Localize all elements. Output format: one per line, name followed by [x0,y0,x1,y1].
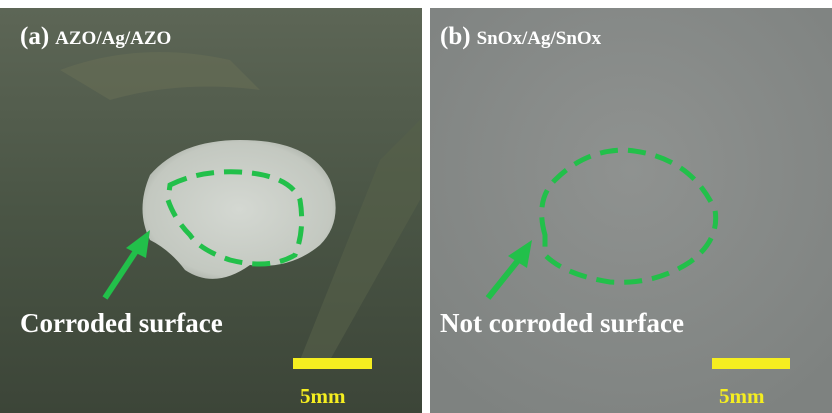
panel-title: SnOx/Ag/SnOx [477,28,602,49]
panel-label: (b) [440,23,471,50]
scale-label: 5mm [300,384,346,408]
annotation: Not corroded surface [440,308,684,338]
panel-b: (b) SnOx/Ag/SnOx Not corroded surface 5mm [430,8,832,413]
scale-bar [293,358,372,369]
photo-background [430,8,832,413]
panel-title: AZO/Ag/AZO [55,28,171,49]
panel-heading: (a) AZO/Ag/AZO [20,23,171,50]
panel-heading: (b) SnOx/Ag/SnOx [440,23,602,50]
scale-bar [712,358,790,369]
annotation: Corroded surface [20,308,223,338]
panel-label: (a) [20,23,49,50]
figure: (a) AZO/Ag/AZO Corroded surface 5mm (b) Sn… [0,0,832,413]
panel-a: (a) AZO/Ag/AZO Corroded surface 5mm [0,8,422,413]
scale-label: 5mm [719,384,765,408]
